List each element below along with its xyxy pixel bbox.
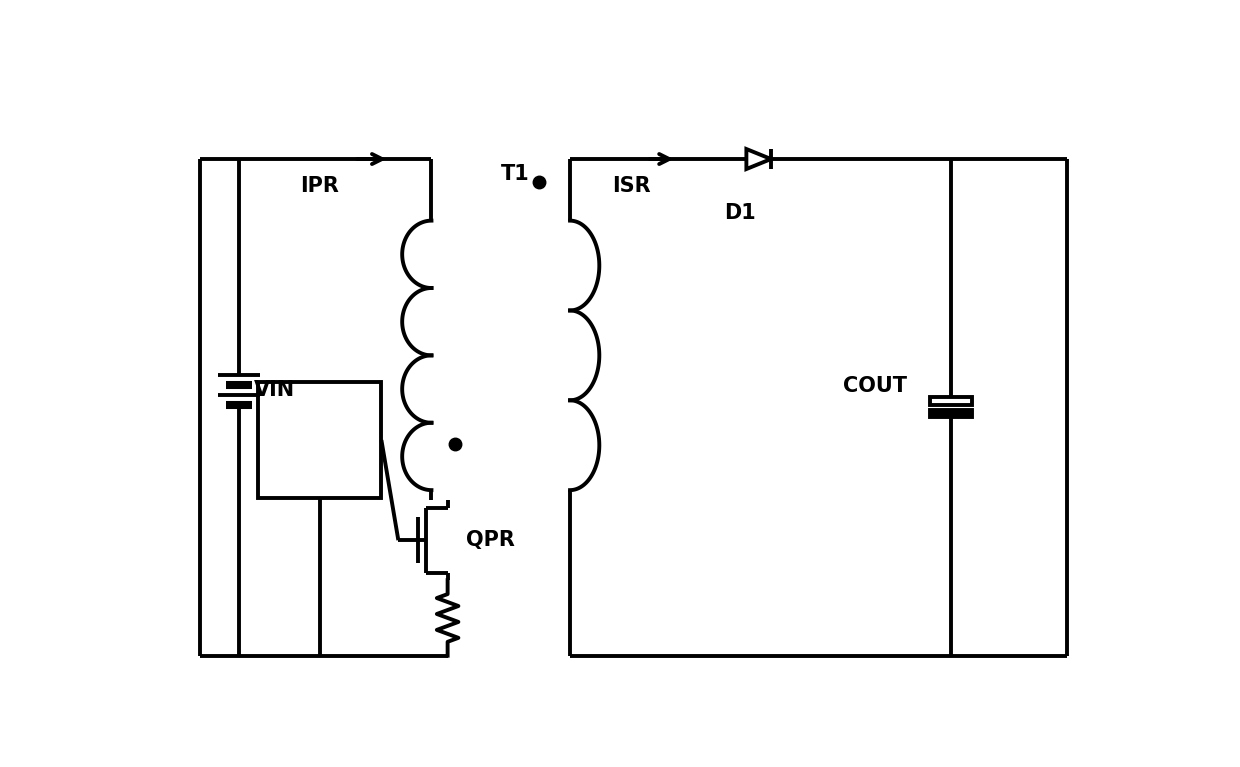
Text: T1: T1 <box>501 164 529 184</box>
Text: ISR: ISR <box>613 176 651 196</box>
Text: COUT: COUT <box>843 376 908 397</box>
Text: D1: D1 <box>724 203 756 223</box>
Text: VIN: VIN <box>254 380 295 400</box>
Bar <box>258 382 382 498</box>
Text: IPR: IPR <box>300 176 340 196</box>
Bar <box>930 397 972 405</box>
Text: QPR: QPR <box>466 530 515 550</box>
Bar <box>930 410 972 417</box>
